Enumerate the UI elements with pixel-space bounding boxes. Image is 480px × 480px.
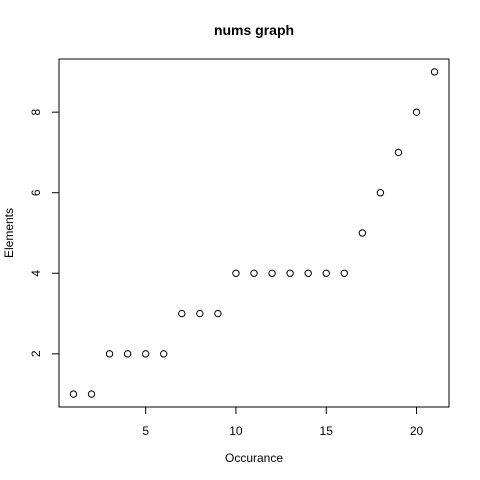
x-axis-label: Occurance: [225, 451, 283, 465]
x-tick-label: 5: [142, 424, 149, 438]
y-tick-label: 6: [29, 189, 43, 196]
y-axis-label: Elements: [2, 208, 16, 258]
chart-title: nums graph: [214, 22, 294, 38]
x-tick-label: 15: [320, 424, 334, 438]
x-tick-label: 10: [229, 424, 243, 438]
y-tick-label: 8: [29, 109, 43, 116]
y-tick-label: 2: [29, 350, 43, 357]
y-tick-label: 4: [29, 270, 43, 277]
x-tick-label: 20: [410, 424, 424, 438]
